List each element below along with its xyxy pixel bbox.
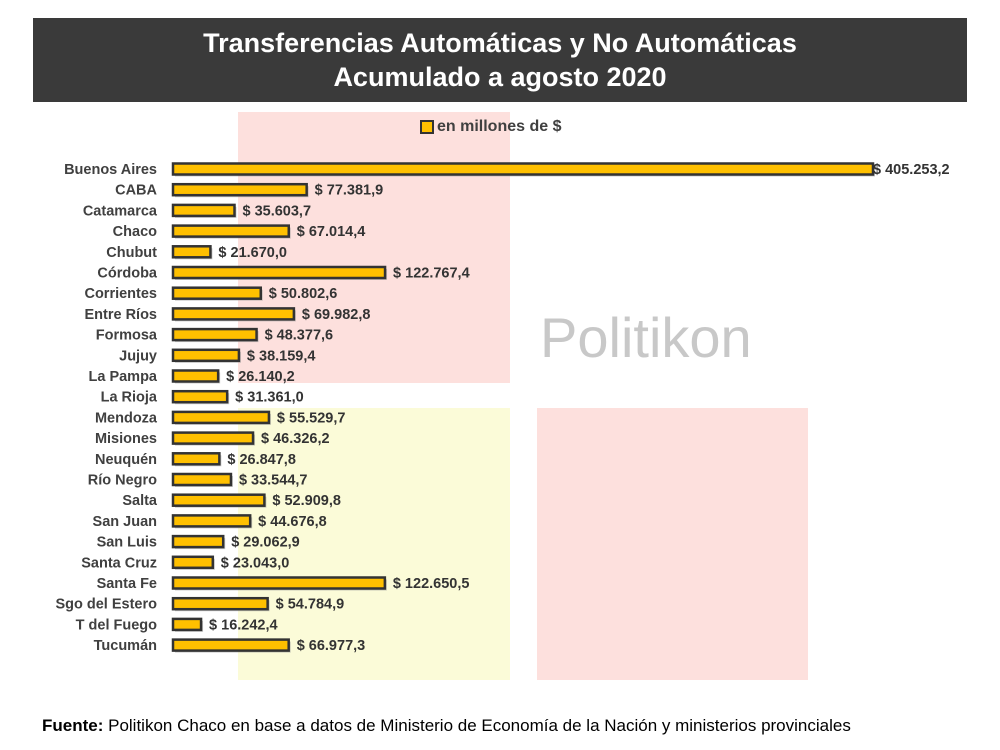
data-label: $ 16.242,4: [209, 617, 278, 633]
data-label: $ 48.377,6: [265, 328, 334, 344]
category-label: Corrientes: [84, 286, 157, 302]
data-label: $ 35.603,7: [242, 203, 311, 219]
data-label: $ 67.014,4: [297, 224, 366, 240]
data-label: $ 405.253,2: [873, 162, 950, 178]
category-label: Neuquén: [95, 452, 157, 468]
title-line-1: Transferencias Automáticas y No Automáti…: [203, 28, 797, 58]
data-label: $ 38.159,4: [247, 348, 316, 364]
data-label: $ 26.140,2: [226, 369, 295, 385]
category-label: CABA: [115, 183, 157, 199]
data-label: $ 44.676,8: [258, 514, 327, 530]
bar: [171, 245, 212, 259]
category-label: Río Negro: [88, 473, 157, 489]
category-label: San Juan: [93, 514, 157, 530]
data-label: $ 122.650,5: [393, 576, 470, 592]
bar: [171, 410, 271, 425]
source-note: Fuente: Politikon Chaco en base a datos …: [42, 716, 851, 736]
bar: [171, 265, 387, 280]
bar: [171, 182, 308, 197]
category-label: Sgo del Estero: [55, 597, 157, 613]
bar: [171, 307, 296, 321]
data-label: $ 69.982,8: [302, 307, 371, 323]
bar: [171, 203, 236, 218]
category-label: San Luis: [97, 535, 157, 551]
data-label: $ 50.802,6: [269, 286, 338, 302]
bar: [171, 162, 875, 176]
category-label: Buenos Aires: [64, 162, 157, 178]
data-label: $ 31.361,0: [235, 390, 304, 406]
legend-label: en millones de $: [437, 118, 562, 135]
watermark-text: Politikon: [540, 306, 752, 369]
bar: [171, 534, 225, 549]
bar: [171, 472, 233, 487]
category-label: Jujuy: [119, 348, 157, 364]
category-label: Chaco: [113, 224, 157, 240]
bar: [171, 514, 252, 528]
category-label: Chubut: [106, 245, 157, 261]
data-label: $ 23.043,0: [221, 555, 290, 571]
data-label: $ 54.784,9: [276, 597, 345, 613]
bar: [171, 327, 258, 342]
bar: [171, 638, 290, 652]
category-label: T del Fuego: [76, 617, 158, 633]
data-label: $ 52.909,8: [272, 493, 341, 509]
category-label: La Pampa: [89, 369, 158, 385]
category-label: Misiones: [95, 431, 157, 447]
title-line-2: Acumulado a agosto 2020: [333, 62, 667, 92]
bar: [171, 348, 241, 363]
category-label: Mendoza: [95, 410, 158, 426]
bar: [171, 576, 387, 590]
data-label: $ 33.544,7: [239, 473, 308, 489]
bar: [171, 555, 215, 570]
watermark-block: [238, 112, 510, 383]
source-text: Politikon Chaco en base a datos de Minis…: [103, 716, 851, 735]
bar: [171, 596, 269, 611]
bar: [171, 224, 291, 238]
category-label: Santa Fe: [97, 576, 157, 592]
data-label: $ 26.847,8: [227, 452, 296, 468]
category-label: Entre Ríos: [84, 307, 157, 323]
data-label: $ 46.326,2: [261, 431, 330, 447]
watermark-block: [537, 408, 808, 680]
data-label: $ 66.977,3: [297, 638, 366, 654]
bar: [171, 286, 263, 300]
legend: en millones de $: [420, 118, 561, 136]
category-label: Tucumán: [94, 638, 157, 654]
category-label: Salta: [122, 493, 158, 509]
bar: [171, 617, 203, 632]
data-label: $ 21.670,0: [218, 245, 287, 261]
category-label: Córdoba: [97, 266, 158, 282]
watermark-block: [238, 408, 510, 680]
bar: [171, 431, 255, 445]
source-label: Fuente:: [42, 716, 104, 735]
bar: [171, 389, 229, 404]
category-label: Formosa: [96, 328, 158, 344]
category-label: Catamarca: [83, 203, 158, 219]
bar: [171, 493, 266, 507]
category-label: Santa Cruz: [81, 555, 157, 571]
bar: [171, 369, 220, 383]
data-label: $ 29.062,9: [231, 535, 300, 551]
chart-title: Transferencias Automáticas y No Automáti…: [33, 18, 967, 102]
category-label: La Rioja: [101, 390, 158, 406]
data-label: $ 122.767,4: [393, 266, 470, 282]
data-label: $ 55.529,7: [277, 410, 346, 426]
data-label: $ 77.381,9: [315, 183, 384, 199]
bar: [171, 452, 221, 466]
legend-swatch: [420, 120, 434, 134]
